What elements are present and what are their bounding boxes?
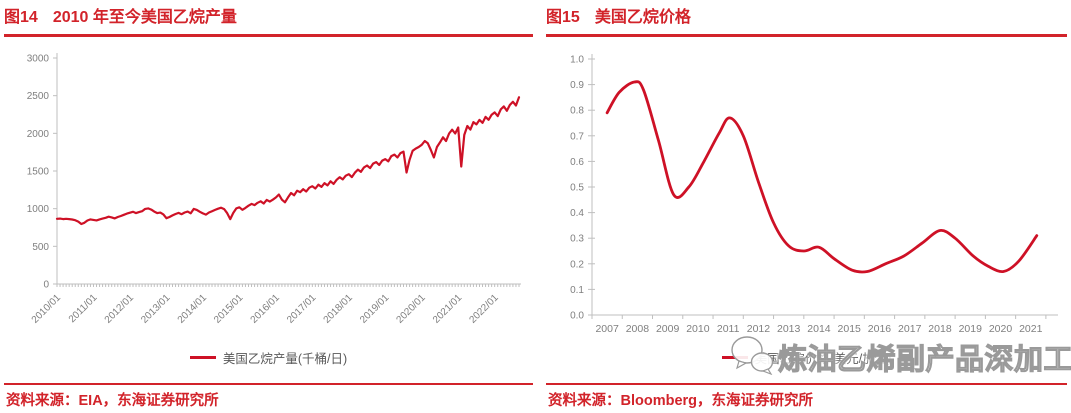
figure15-title-rule bbox=[546, 34, 1067, 37]
svg-text:2020: 2020 bbox=[989, 323, 1013, 335]
svg-text:2011: 2011 bbox=[717, 323, 740, 335]
svg-text:2013: 2013 bbox=[777, 323, 801, 335]
svg-text:0.9: 0.9 bbox=[570, 80, 584, 91]
svg-text:1000: 1000 bbox=[27, 204, 50, 215]
svg-text:2012/01: 2012/01 bbox=[103, 292, 137, 326]
figure-15: 图15 美国乙烷价格 0.0 0.1 0.2 0.3 0.4 0.5 0.6 0.7 0.8 0.… bbox=[546, 6, 1071, 409]
svg-text:2020/01: 2020/01 bbox=[395, 292, 429, 326]
legend-label: 美国乙烷价格(美元/加仑) bbox=[754, 351, 892, 366]
svg-text:2017: 2017 bbox=[898, 323, 922, 335]
svg-text:0.3: 0.3 bbox=[570, 234, 584, 245]
svg-text:2021/01: 2021/01 bbox=[431, 292, 465, 326]
figure15-source: 资料来源：Bloomberg，东海证券研究所 bbox=[548, 393, 814, 409]
svg-text:0.6: 0.6 bbox=[570, 157, 584, 168]
svg-text:2021: 2021 bbox=[1019, 323, 1043, 335]
svg-text:2017/01: 2017/01 bbox=[285, 292, 319, 326]
svg-text:0.1: 0.1 bbox=[570, 285, 584, 296]
svg-text:2008: 2008 bbox=[626, 323, 650, 335]
svg-text:2016/01: 2016/01 bbox=[249, 292, 283, 326]
svg-text:2019/01: 2019/01 bbox=[358, 292, 392, 326]
svg-text:0.4: 0.4 bbox=[570, 208, 584, 219]
figure14-source: 资料来源：EIA，东海证券研究所 bbox=[6, 393, 219, 409]
svg-text:2018/01: 2018/01 bbox=[322, 292, 356, 326]
svg-text:2009: 2009 bbox=[656, 323, 680, 335]
figure15-header: 图15 美国乙烷价格 bbox=[546, 6, 1067, 30]
figure14-number: 图14 bbox=[4, 9, 38, 26]
svg-text:2013/01: 2013/01 bbox=[139, 292, 173, 326]
figure15-source-rule bbox=[546, 383, 1067, 385]
svg-text:0.0: 0.0 bbox=[570, 311, 584, 322]
svg-text:3000: 3000 bbox=[27, 54, 50, 65]
svg-text:2022/01: 2022/01 bbox=[467, 292, 501, 326]
svg-text:2500: 2500 bbox=[27, 91, 50, 102]
svg-text:0.5: 0.5 bbox=[570, 183, 584, 194]
svg-text:2015: 2015 bbox=[838, 323, 862, 335]
svg-text:0.2: 0.2 bbox=[570, 259, 584, 270]
svg-text:2007: 2007 bbox=[595, 323, 619, 335]
svg-text:0.8: 0.8 bbox=[570, 106, 584, 117]
figure14-legend: 美国乙烷产量(千桶/日) bbox=[4, 348, 533, 366]
svg-text:500: 500 bbox=[32, 242, 49, 253]
svg-text:2016: 2016 bbox=[868, 323, 892, 335]
figure15-title: 美国乙烷价格 bbox=[594, 9, 691, 26]
svg-text:2000: 2000 bbox=[27, 129, 50, 140]
svg-text:2010/01: 2010/01 bbox=[30, 292, 64, 326]
svg-text:2018: 2018 bbox=[928, 323, 952, 335]
figure14-title: 2010 年至今美国乙烷产量 bbox=[52, 9, 237, 26]
ethane-price-line-chart: 0.0 0.1 0.2 0.3 0.4 0.5 0.6 0.7 0.8 0.9 1.0 2007 200… bbox=[570, 54, 1058, 335]
svg-text:2011/01: 2011/01 bbox=[67, 292, 100, 325]
svg-text:2014/01: 2014/01 bbox=[176, 292, 210, 326]
svg-text:2019: 2019 bbox=[959, 323, 983, 335]
svg-text:2010: 2010 bbox=[686, 323, 710, 335]
svg-text:1.0: 1.0 bbox=[570, 55, 584, 66]
figure14-header: 图14 2010 年至今美国乙烷产量 bbox=[4, 6, 533, 30]
figure15-legend: 美国乙烷价格(美元/加仑) bbox=[546, 348, 1067, 366]
legend-line-marker bbox=[721, 355, 748, 359]
svg-text:0.7: 0.7 bbox=[570, 131, 584, 142]
figure14-title-rule bbox=[4, 34, 533, 37]
svg-text:1500: 1500 bbox=[27, 167, 50, 178]
svg-text:2014: 2014 bbox=[807, 323, 831, 335]
svg-text:2012: 2012 bbox=[747, 323, 771, 335]
legend-line-marker bbox=[189, 355, 216, 359]
figure-14: 图14 2010 年至今美国乙烷产量 0 500 1000 1500 2000 2500 3… bbox=[4, 6, 533, 409]
figure15-number: 图15 bbox=[546, 9, 580, 26]
svg-text:0: 0 bbox=[43, 280, 49, 291]
figure14-source-rule bbox=[4, 383, 533, 385]
legend-label: 美国乙烷产量(千桶/日) bbox=[222, 351, 348, 366]
svg-text:2015/01: 2015/01 bbox=[212, 292, 246, 326]
